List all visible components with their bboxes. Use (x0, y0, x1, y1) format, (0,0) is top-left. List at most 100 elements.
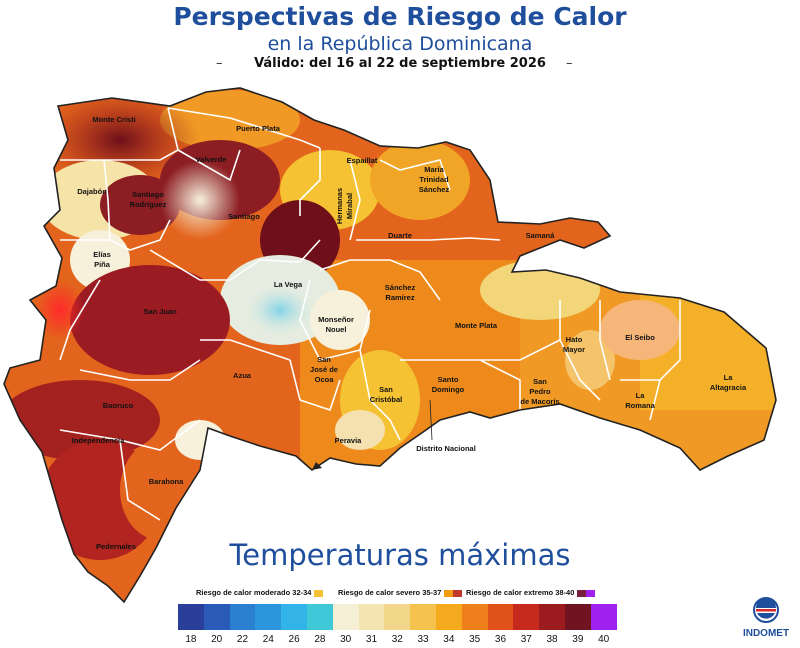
label-hm-2: Mirabal (345, 193, 354, 219)
scale-tick-34: 34 (443, 634, 455, 645)
scale-cell-38 (539, 604, 565, 630)
indomet-logo-text: INDOMET (742, 628, 790, 639)
scale-cell-37 (513, 604, 540, 630)
scale-tick-30: 30 (340, 634, 352, 645)
scale-tick-32: 32 (391, 634, 403, 645)
label-la-2: Altagracia (710, 383, 747, 392)
legend-severo: Riesgo de calor severo 35-37 (338, 588, 463, 597)
dominican-republic-map: Monte Cristi Puerto Plata Valverde Espai… (3, 87, 777, 604)
scale-tick-26: 26 (288, 634, 300, 645)
label-samana: Samaná (526, 231, 556, 240)
scale-cell-39 (564, 604, 591, 630)
indomet-logo: INDOMET (738, 596, 794, 639)
scale-cell-33 (410, 604, 436, 630)
legend-extremo-swatch-2 (586, 589, 596, 597)
label-la-1: La (724, 373, 734, 382)
label-sanr-1: Sánchez (385, 283, 416, 292)
legend-extremo-swatch-1 (577, 589, 587, 597)
label-puerto-plata: Puerto Plata (236, 124, 281, 133)
label-mts-2: Trinidad (419, 175, 449, 184)
scale-tick-22: 22 (236, 634, 249, 645)
label-mn-1: Monseñor (318, 315, 354, 324)
scale-tick-18: 18 (185, 634, 197, 645)
label-hato-1: Hato (566, 335, 583, 344)
legend-moderado-label: Riesgo de calor moderado 32-34 (196, 588, 312, 597)
label-sr-2: Rodríguez (130, 200, 167, 209)
label-lr-2: Romana (625, 401, 655, 410)
legend-severo-label: Riesgo de calor severo 35-37 (338, 588, 442, 597)
legend-extremo: Riesgo de calor extremo 38-40 (466, 588, 596, 597)
label-sc-2: Cristóbal (370, 395, 403, 404)
scale-tick-20: 20 (211, 634, 223, 645)
scale-cell-36 (487, 604, 514, 630)
validity-dash-left: – (216, 56, 223, 71)
scale-tick-24: 24 (262, 634, 274, 645)
label-independencia: Independencia (72, 436, 125, 445)
scale-tick-37: 37 (520, 634, 532, 645)
label-spm-2: Pedro (529, 387, 551, 396)
label-el-seibo: El Seibo (625, 333, 655, 342)
section-title: Temperaturas máximas (229, 538, 571, 572)
label-baoruco: Baoruco (103, 401, 134, 410)
scale-cell-35 (461, 604, 488, 630)
scale-tick-38: 38 (546, 634, 558, 645)
map-subtitle: en la República Dominicana (267, 33, 533, 55)
island-dot (312, 462, 322, 470)
label-sjo-2: José de (310, 365, 338, 374)
province-borders (59, 107, 681, 521)
legend-severo-swatch-1 (444, 589, 454, 597)
label-barahona: Barahona (149, 477, 184, 486)
label-san-juan: San Juan (143, 307, 177, 316)
label-mts-1: María (424, 165, 444, 174)
label-sd-1: Santo (438, 375, 459, 384)
scale-tick-39: 39 (572, 634, 584, 645)
scale-cell-40 (590, 604, 617, 630)
scale-cell-30 (332, 604, 359, 630)
scale-cell-24 (255, 604, 282, 630)
label-valverde: Valverde (196, 155, 227, 164)
province-labels: Monte Cristi Puerto Plata Valverde Espai… (72, 115, 747, 551)
label-hato-2: Mayor (563, 345, 585, 354)
scale-tick-35: 35 (469, 634, 481, 645)
temperature-color-scale (178, 604, 617, 630)
island-outline (3, 87, 777, 604)
label-espaillat: Espaillat (347, 156, 378, 165)
validity-dash-right: – (566, 56, 573, 71)
scale-cell-20 (203, 604, 230, 630)
label-azua: Azua (233, 371, 252, 380)
label-sjo-3: Ocoa (315, 375, 335, 384)
scale-cell-26 (281, 604, 307, 630)
scale-cell-22 (229, 604, 256, 630)
label-peravia: Peravia (335, 436, 363, 445)
label-dajabon: Dajabón (77, 187, 107, 196)
distrito-leader-line (429, 399, 433, 441)
label-sd-2: Domingo (432, 385, 465, 394)
label-la-vega: La Vega (274, 280, 303, 289)
label-ep-2: Piña (94, 260, 111, 269)
label-sjo-1: San (317, 355, 331, 364)
map-title: Perspectivas de Riesgo de Calor (173, 2, 627, 31)
temperature-scale-ticks: 18 20 22 24 26 28 30 31 32 33 34 35 36 37 38 39 40 (178, 634, 617, 645)
scale-cell-34 (435, 604, 462, 630)
scale-tick-36: 36 (494, 634, 507, 645)
label-mts-3: Sánchez (419, 185, 450, 194)
indomet-logo-icon (753, 597, 779, 623)
label-distrito-nacional: Distrito Nacional (416, 444, 476, 453)
label-sr-1: Santiago (132, 190, 164, 199)
legend-moderado-swatch (314, 589, 324, 597)
label-mn-2: Nouel (326, 325, 347, 334)
scale-tick-28: 28 (314, 634, 326, 645)
label-monte-plata: Monte Plata (455, 321, 498, 330)
scale-cell-18 (178, 604, 204, 630)
scale-tick-40: 40 (598, 634, 610, 645)
legend-severo-swatch-2 (453, 589, 463, 597)
scale-tick-33: 33 (417, 634, 429, 645)
legend-extremo-label: Riesgo de calor extremo 38-40 (466, 588, 575, 597)
label-ep-1: Elías (93, 250, 111, 259)
label-spm-1: San (533, 377, 547, 386)
label-sanr-2: Ramírez (385, 293, 414, 302)
label-pedernales: Pedernales (96, 542, 136, 551)
label-hm-1: Hermanas (335, 188, 344, 224)
legend-moderado: Riesgo de calor moderado 32-34 (196, 588, 324, 597)
scale-cell-31 (358, 604, 385, 630)
